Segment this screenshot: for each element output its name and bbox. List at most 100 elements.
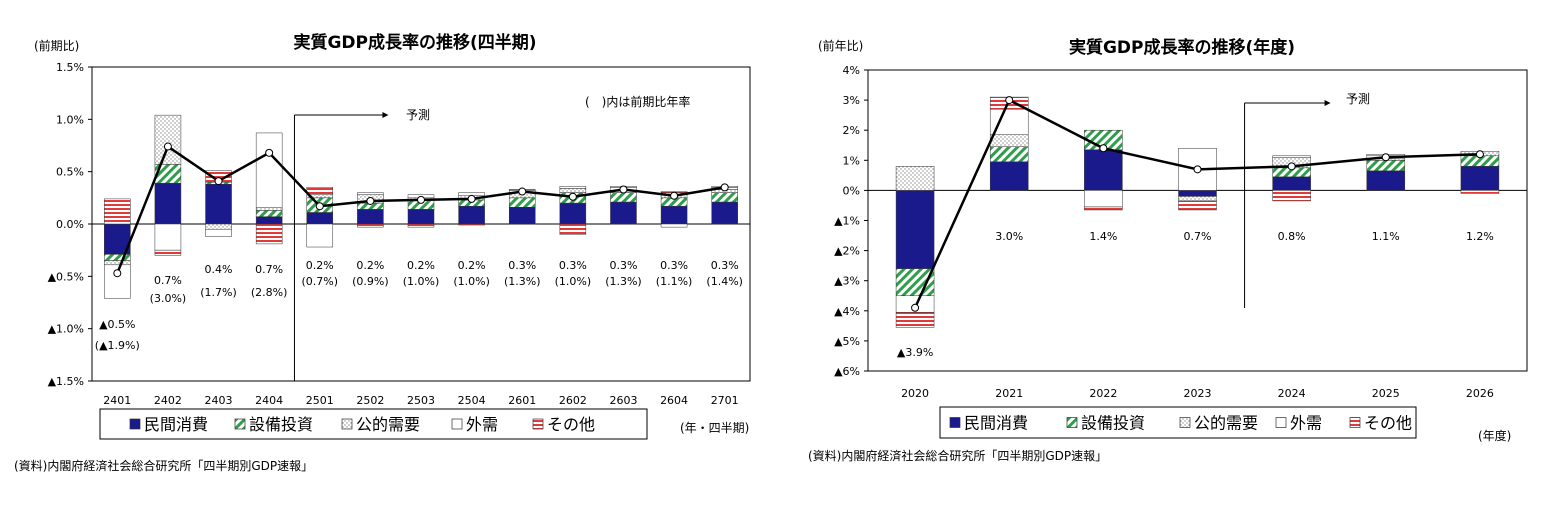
bar-other-2026 — [1460, 190, 1500, 194]
x-tick-label: 2024 — [1278, 387, 1306, 400]
data-label-annual: (1.7%) — [200, 286, 237, 299]
bar-other-2020 — [895, 312, 935, 328]
data-label-value: 1.4% — [1089, 230, 1117, 243]
bar-external-2501 — [306, 223, 334, 248]
bar-other-2503 — [407, 223, 435, 228]
bar-consumption-2021 — [989, 161, 1029, 191]
bar-investment-2404 — [255, 210, 283, 217]
legend-swatch-public — [341, 418, 353, 430]
x-tick-label: 2503 — [407, 394, 435, 407]
bar-consumption-2024 — [1272, 176, 1311, 191]
data-label-annual: (1.0%) — [555, 275, 592, 288]
growth-point — [1381, 153, 1390, 162]
x-tick-label: 2502 — [356, 394, 384, 407]
data-label-value: 0.3% — [711, 259, 739, 272]
x-tick-label: 2504 — [458, 394, 486, 407]
data-label-annual: (▲1.9%) — [95, 339, 140, 352]
bar-consumption-2403 — [205, 183, 232, 225]
x-tick-label: 2020 — [901, 387, 929, 400]
y-tick-label: 1% — [843, 154, 860, 167]
bar-investment-2025 — [1366, 160, 1406, 172]
bar-investment-2020 — [895, 268, 935, 297]
x-tick-label: 2026 — [1466, 387, 1494, 400]
growth-point — [265, 148, 274, 157]
bar-public-2023 — [1178, 196, 1217, 202]
growth-point — [720, 183, 729, 192]
annual-plot-area: 4% 3% 2% 1% 0% ▲1% ▲2% ▲3% ▲4% ▲5% ▲6% 2020 2021 2022… — [834, 64, 1528, 400]
legend-label-consumption: 民間消費 — [144, 415, 208, 434]
bar-consumption-2603 — [610, 201, 637, 225]
legend-label-public: 公的需要 — [1194, 414, 1258, 433]
legend-label-investment: 設備投資 — [1081, 414, 1145, 433]
bar-public-2402 — [154, 114, 182, 165]
annual-forecast-label: 予測 — [1346, 92, 1370, 106]
bar-consumption-2604 — [660, 205, 688, 225]
bar-consumption-2404 — [255, 216, 283, 225]
growth-point — [518, 187, 527, 196]
growth-point — [163, 142, 172, 151]
data-label-annual: (1.0%) — [403, 275, 440, 288]
bar-public-2404 — [255, 207, 283, 211]
growth-point — [670, 191, 679, 200]
y-tick-label: 3% — [843, 94, 860, 107]
data-label-annual: (1.4%) — [706, 275, 743, 288]
y-tick-label: ▲4% — [834, 305, 860, 318]
growth-point — [1475, 150, 1484, 159]
growth-point — [1005, 96, 1014, 105]
bar-other-2023 — [1178, 200, 1217, 211]
legend-box — [99, 408, 648, 440]
forecast-arrow-head — [382, 112, 389, 118]
legend-label-public: 公的需要 — [356, 415, 420, 434]
x-tick-label: 2603 — [609, 394, 637, 407]
bar-consumption-2701 — [711, 201, 738, 225]
y-tick-label: 2% — [843, 124, 860, 137]
x-tick-label: 2402 — [154, 394, 182, 407]
y-tick-label: ▲0.5% — [48, 270, 84, 283]
growth-point — [113, 269, 122, 278]
legend-swatch-external — [451, 418, 463, 430]
data-label-annual: (1.3%) — [504, 275, 541, 288]
annual-chart-source: (資料)内閣府経済社会総合研究所「四半期別GDP速報」 — [808, 448, 1107, 463]
bar-external-2502 — [357, 192, 384, 195]
bar-public-2602 — [559, 188, 587, 193]
annual-chart-ylabel: (前年比) — [818, 38, 863, 53]
annual-chart: 実質GDP成長率の推移(年度) (前年比) 予測 (年度) (資料)内閣府経済社… — [808, 37, 1528, 463]
x-tick-label: 2401 — [103, 394, 131, 407]
bar-other-2401 — [104, 198, 131, 225]
bar-external-2403 — [205, 228, 232, 237]
legend-label-investment: 設備投資 — [249, 415, 313, 434]
bar-investment-2601 — [508, 197, 536, 208]
quarterly-chart-note: ( )内は前期比年率 — [585, 94, 690, 109]
legend-label-external: 外需 — [1290, 414, 1322, 433]
growth-point — [1287, 162, 1296, 171]
bar-other-2502 — [357, 223, 384, 228]
legend-swatch-investment — [234, 418, 246, 430]
data-label-value: 0.7% — [154, 274, 182, 287]
x-tick-label: 2604 — [660, 394, 688, 407]
bar-consumption-2501 — [306, 212, 334, 225]
legend-swatch-consumption — [129, 418, 141, 430]
annual-chart-title: 実質GDP成長率の推移(年度) — [1069, 37, 1295, 58]
x-tick-label: 2023 — [1184, 387, 1212, 400]
bar-consumption-2503 — [407, 209, 435, 225]
data-label-value: 0.8% — [1278, 230, 1306, 243]
legend-swatch-external — [1275, 417, 1287, 428]
legend-swatch-public — [1179, 417, 1191, 428]
y-tick-label: 1.0% — [56, 113, 84, 126]
bar-consumption-2402 — [154, 182, 182, 225]
data-label-value: 0.2% — [407, 259, 435, 272]
bar-consumption-2602 — [559, 202, 587, 225]
growth-point — [1099, 144, 1108, 153]
bar-other-2022 — [1084, 206, 1123, 211]
data-label-annual: (1.1%) — [656, 275, 693, 288]
bar-consumption-2026 — [1460, 166, 1500, 191]
annual-chart-xlabel: (年度) — [1478, 428, 1511, 443]
bar-other-2602 — [559, 223, 587, 235]
bar-public-2401 — [104, 260, 131, 266]
bar-external-2602 — [559, 186, 587, 189]
bar-other-2024 — [1272, 190, 1311, 202]
y-tick-label: 0% — [843, 184, 860, 197]
x-tick-label: 2022 — [1089, 387, 1117, 400]
quarterly-chart-xlabel: (年・四半期) — [680, 421, 749, 435]
legend-swatch-other — [1349, 417, 1361, 428]
